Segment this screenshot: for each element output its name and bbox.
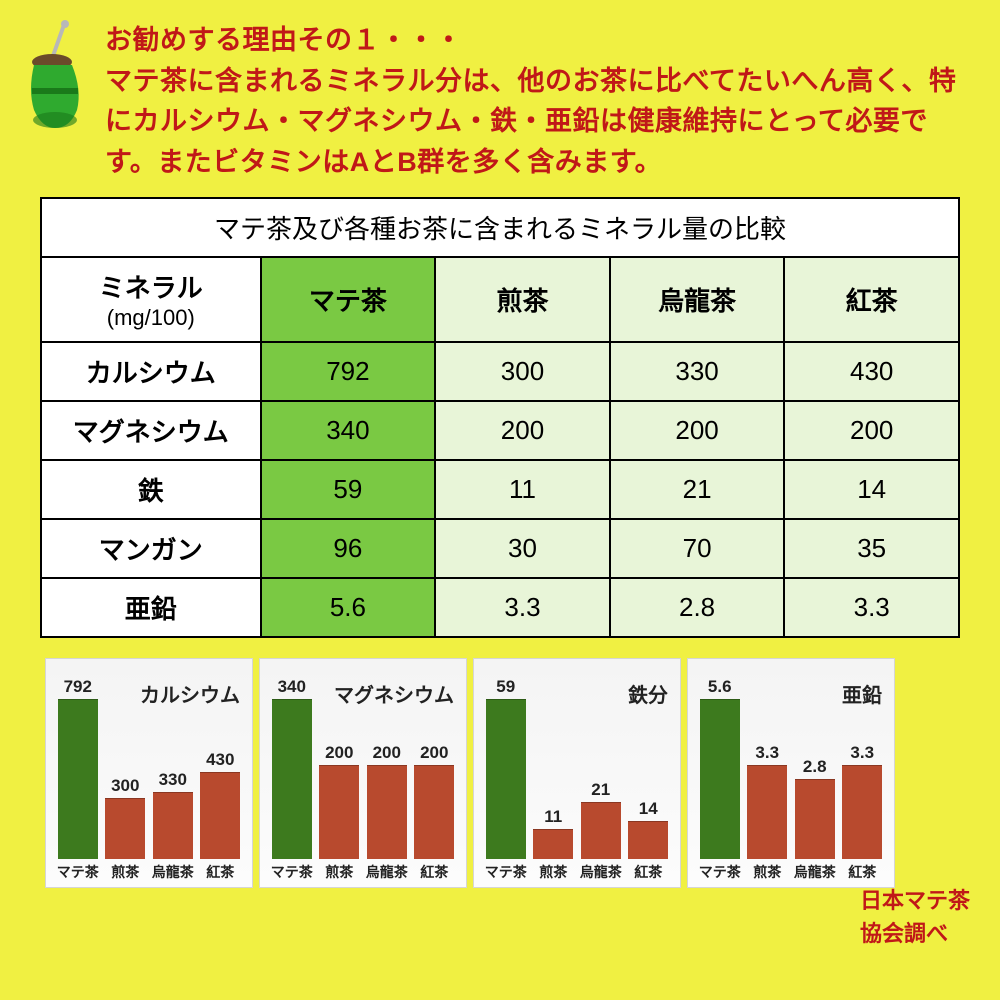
chart-panel: カルシウム792300330430マテ茶煎茶烏龍茶紅茶 — [45, 658, 253, 888]
table-cell: 300 — [435, 342, 610, 401]
bar-value-label: 200 — [325, 743, 353, 763]
bar-value-label: 430 — [206, 750, 234, 770]
bar-value-label: 5.6 — [708, 677, 732, 697]
bar-value-label: 2.8 — [803, 757, 827, 777]
table-cell: 340 — [261, 401, 436, 460]
bar — [842, 765, 882, 859]
bar-value-label: 59 — [496, 677, 515, 697]
table-cell: 5.6 — [261, 578, 436, 637]
bar — [200, 772, 240, 859]
bar-x-label: 煎茶 — [745, 862, 789, 882]
table-col-header: 烏龍茶 — [610, 257, 785, 342]
table-cell: 330 — [610, 342, 785, 401]
table-cell: 430 — [784, 342, 959, 401]
table-cell: 96 — [261, 519, 436, 578]
intro-text: お勧めする理由その１・・・ マテ茶に含まれるミネラル分は、他のお茶に比べてたいへ… — [105, 20, 980, 182]
table-row-label: 鉄 — [41, 460, 261, 519]
bar-x-label: 烏龍茶 — [365, 862, 409, 882]
table-cell: 35 — [784, 519, 959, 578]
bar-x-label: 紅茶 — [412, 862, 456, 882]
bar — [581, 802, 621, 859]
mineral-comparison-table: マテ茶及び各種お茶に含まれるミネラル量の比較 ミネラル (mg/100) マテ茶… — [40, 197, 960, 638]
chart-panel: 鉄分59112114マテ茶煎茶烏龍茶紅茶 — [473, 658, 681, 888]
table-col-header: 煎茶 — [435, 257, 610, 342]
bar-value-label: 3.3 — [850, 743, 874, 763]
table-col-header: 紅茶 — [784, 257, 959, 342]
bar-x-label: マテ茶 — [484, 862, 528, 882]
bar-value-label: 330 — [159, 770, 187, 790]
bar — [367, 765, 407, 859]
table-col-header: マテ茶 — [261, 257, 436, 342]
bar — [700, 699, 740, 859]
bar — [486, 699, 526, 859]
bar-x-label: マテ茶 — [270, 862, 314, 882]
table-cell: 3.3 — [435, 578, 610, 637]
table-cell: 14 — [784, 460, 959, 519]
bar — [414, 765, 454, 859]
bar-value-label: 300 — [111, 776, 139, 796]
table-row-label: マグネシウム — [41, 401, 261, 460]
bar-x-label: マテ茶 — [698, 862, 742, 882]
bar — [105, 798, 145, 859]
intro-body: マテ茶に含まれるミネラル分は、他のお茶に比べてたいへん高く、特にカルシウム・マグ… — [105, 61, 980, 183]
table-cell: 59 — [261, 460, 436, 519]
bar — [628, 821, 668, 859]
table-cell: 11 — [435, 460, 610, 519]
bar-value-label: 14 — [639, 799, 658, 819]
table-cell: 30 — [435, 519, 610, 578]
mate-gourd-icon — [20, 20, 90, 130]
table-cell: 200 — [784, 401, 959, 460]
bar-x-label: 烏龍茶 — [793, 862, 837, 882]
bar — [153, 792, 193, 859]
bar-value-label: 3.3 — [755, 743, 779, 763]
table-cell: 2.8 — [610, 578, 785, 637]
table-caption: マテ茶及び各種お茶に含まれるミネラル量の比較 — [41, 198, 959, 257]
bar-value-label: 792 — [64, 677, 92, 697]
bar-x-label: 煎茶 — [103, 862, 147, 882]
bar-x-label: マテ茶 — [56, 862, 100, 882]
bar-value-label: 340 — [278, 677, 306, 697]
bar — [747, 765, 787, 859]
bar-x-label: 紅茶 — [626, 862, 670, 882]
chart-panel: マグネシウム340200200200マテ茶煎茶烏龍茶紅茶 — [259, 658, 467, 888]
bar — [319, 765, 359, 859]
table-cell: 21 — [610, 460, 785, 519]
table-cell: 200 — [610, 401, 785, 460]
charts-row: カルシウム792300330430マテ茶煎茶烏龍茶紅茶マグネシウム3402002… — [45, 658, 980, 888]
bar-x-label: 煎茶 — [531, 862, 575, 882]
bar — [58, 699, 98, 859]
table-cell: 792 — [261, 342, 436, 401]
bar-value-label: 21 — [591, 780, 610, 800]
bar-value-label: 200 — [420, 743, 448, 763]
table-cell: 200 — [435, 401, 610, 460]
bar-x-label: 紅茶 — [198, 862, 242, 882]
table-cell: 3.3 — [784, 578, 959, 637]
table-corner: ミネラル (mg/100) — [41, 257, 261, 342]
chart-panel: 亜鉛5.63.32.83.3マテ茶煎茶烏龍茶紅茶 — [687, 658, 895, 888]
bar — [795, 779, 835, 859]
bar-x-label: 烏龍茶 — [579, 862, 623, 882]
bar — [272, 699, 312, 859]
table-row-label: カルシウム — [41, 342, 261, 401]
bar-x-label: 烏龍茶 — [151, 862, 195, 882]
bar-x-label: 煎茶 — [317, 862, 361, 882]
bar-x-label: 紅茶 — [840, 862, 884, 882]
intro-line1: お勧めする理由その１・・・ — [105, 20, 980, 61]
table-row-label: 亜鉛 — [41, 578, 261, 637]
attribution: 日本マテ茶 協会調べ — [860, 884, 970, 950]
table-cell: 70 — [610, 519, 785, 578]
bar — [533, 829, 573, 859]
bar-value-label: 11 — [544, 807, 562, 827]
table-row-label: マンガン — [41, 519, 261, 578]
bar-value-label: 200 — [373, 743, 401, 763]
